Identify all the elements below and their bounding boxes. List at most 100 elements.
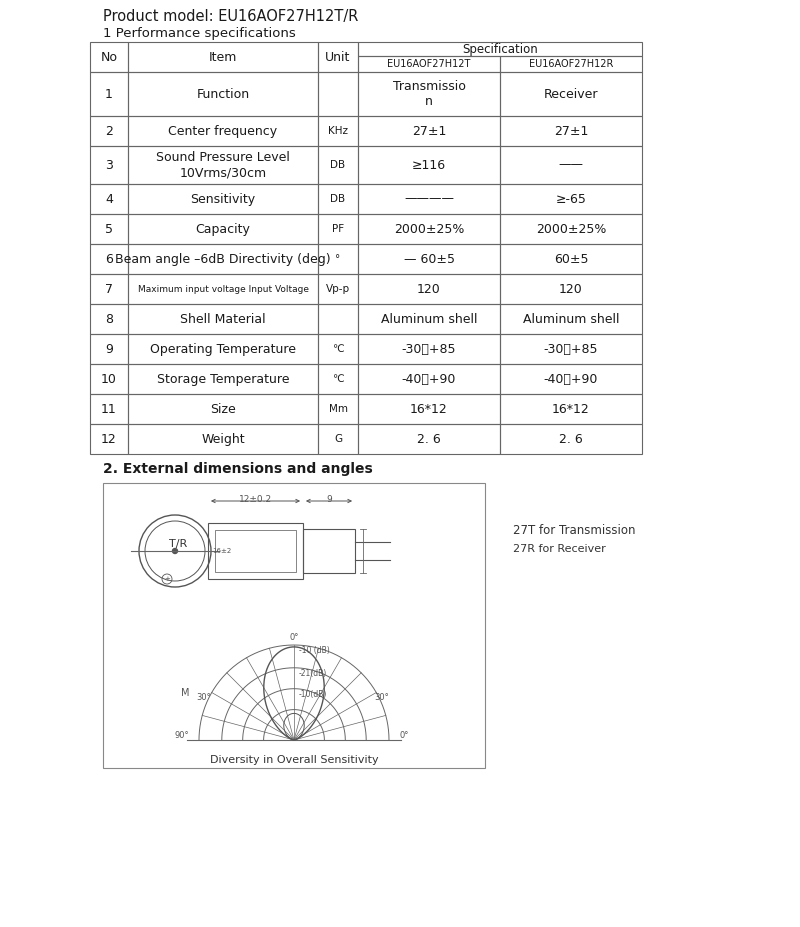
Bar: [318, 364, 358, 394]
Bar: [500, 56, 642, 72]
Bar: [128, 364, 318, 394]
Bar: [500, 116, 642, 146]
Bar: [318, 244, 358, 274]
Bar: [208, 523, 303, 579]
Text: 4: 4: [105, 193, 113, 206]
Text: Operating Temperature: Operating Temperature: [150, 342, 296, 355]
Bar: [500, 364, 642, 394]
Text: ————: ————: [404, 193, 454, 206]
Bar: [90, 394, 128, 424]
Bar: [358, 214, 500, 244]
Text: ≥116: ≥116: [412, 159, 446, 171]
Text: DB: DB: [330, 160, 346, 170]
Bar: [500, 214, 642, 244]
Text: 8: 8: [105, 312, 113, 325]
Text: 2. 6: 2. 6: [559, 433, 583, 446]
Text: 30°: 30°: [196, 693, 211, 702]
Bar: [358, 116, 500, 146]
Text: Function: Function: [197, 87, 250, 100]
Text: 9: 9: [105, 342, 113, 355]
Text: Weight: Weight: [201, 433, 245, 446]
Text: Shell Material: Shell Material: [180, 312, 266, 325]
Text: 120: 120: [559, 283, 583, 296]
Text: ——: ——: [558, 159, 583, 171]
Text: 12: 12: [101, 433, 117, 446]
Text: EU16AOF27H12T: EU16AOF27H12T: [387, 59, 470, 69]
Bar: [358, 364, 500, 394]
Circle shape: [173, 549, 178, 553]
Bar: [90, 72, 128, 116]
Bar: [318, 304, 358, 334]
Text: -30～+85: -30～+85: [544, 342, 598, 355]
Bar: [358, 72, 500, 116]
Bar: [358, 304, 500, 334]
Text: Size: Size: [210, 402, 236, 415]
Bar: [358, 146, 500, 184]
Bar: [318, 184, 358, 214]
Text: -10(dB): -10(dB): [299, 691, 327, 699]
Bar: [103, 483, 485, 768]
Bar: [128, 244, 318, 274]
Bar: [358, 394, 500, 424]
Text: Transmissio
n: Transmissio n: [393, 80, 466, 108]
Text: Specification: Specification: [462, 43, 538, 56]
Bar: [90, 116, 128, 146]
Text: Storage Temperature: Storage Temperature: [157, 373, 290, 386]
Bar: [128, 146, 318, 184]
Text: 9: 9: [326, 494, 332, 503]
Bar: [90, 304, 128, 334]
Text: 7: 7: [105, 283, 113, 296]
Bar: [500, 394, 642, 424]
Bar: [500, 72, 642, 116]
Bar: [90, 244, 128, 274]
Text: 2. External dimensions and angles: 2. External dimensions and angles: [103, 462, 373, 476]
Text: 2000±25%: 2000±25%: [536, 222, 606, 235]
Bar: [500, 304, 642, 334]
Text: Sound Pressure Level
10Vrms/30cm: Sound Pressure Level 10Vrms/30cm: [156, 151, 290, 179]
Text: 30°: 30°: [374, 693, 389, 702]
Text: 27±1: 27±1: [554, 124, 588, 137]
Bar: [500, 274, 642, 304]
Text: Sensitivity: Sensitivity: [190, 193, 255, 206]
Text: 1 Performance specifications: 1 Performance specifications: [103, 27, 296, 40]
Text: 12±0.2: 12±0.2: [239, 494, 272, 503]
Bar: [318, 214, 358, 244]
Bar: [128, 116, 318, 146]
Text: -30～+85: -30～+85: [402, 342, 456, 355]
Bar: [90, 274, 128, 304]
Bar: [358, 244, 500, 274]
Bar: [90, 334, 128, 364]
Bar: [128, 304, 318, 334]
Bar: [358, 274, 500, 304]
Text: °: °: [335, 254, 341, 264]
Text: Center frequency: Center frequency: [169, 124, 278, 137]
Bar: [90, 214, 128, 244]
Text: Maximum input voltage Input Voltage: Maximum input voltage Input Voltage: [138, 285, 309, 294]
Text: -40～+90: -40～+90: [402, 373, 456, 386]
Bar: [500, 146, 642, 184]
Bar: [128, 42, 318, 72]
Text: Aluminum shell: Aluminum shell: [381, 312, 478, 325]
Text: ≥-65: ≥-65: [555, 193, 586, 206]
Text: Mm: Mm: [329, 404, 347, 414]
Text: 2: 2: [105, 124, 113, 137]
Text: Item: Item: [209, 50, 237, 64]
Text: 16*12: 16*12: [410, 402, 448, 415]
Text: DB: DB: [330, 194, 346, 204]
Text: 3: 3: [105, 159, 113, 171]
Bar: [500, 184, 642, 214]
Text: 27R for Receiver: 27R for Receiver: [513, 544, 606, 554]
Text: T/R: T/R: [169, 539, 187, 549]
Bar: [318, 146, 358, 184]
Text: Beam angle –6dB Directivity (deg): Beam angle –6dB Directivity (deg): [115, 252, 331, 265]
Text: — 60±5: — 60±5: [403, 252, 454, 265]
Text: -21(dB): -21(dB): [299, 669, 327, 679]
Bar: [318, 116, 358, 146]
Bar: [303, 529, 355, 573]
Text: No: No: [101, 50, 118, 64]
Bar: [358, 42, 642, 56]
Bar: [128, 214, 318, 244]
Text: 90°: 90°: [174, 731, 189, 741]
Text: Vp-p: Vp-p: [326, 284, 350, 294]
Bar: [128, 334, 318, 364]
